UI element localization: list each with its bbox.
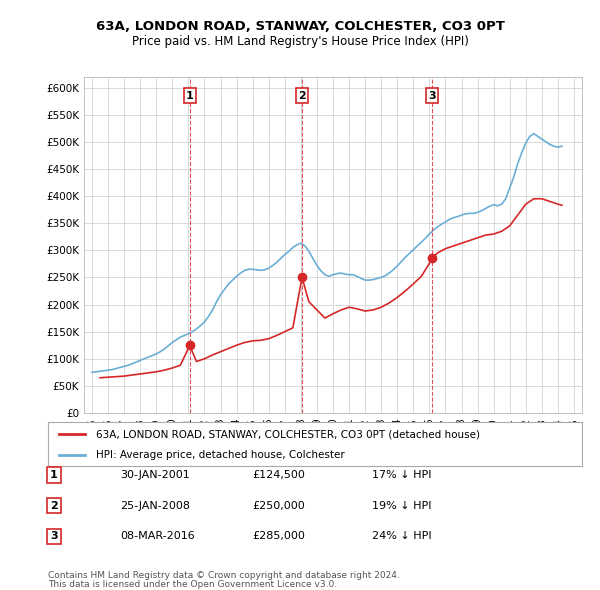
Text: 2: 2 <box>50 501 58 510</box>
Text: Price paid vs. HM Land Registry's House Price Index (HPI): Price paid vs. HM Land Registry's House … <box>131 35 469 48</box>
Text: HPI: Average price, detached house, Colchester: HPI: Average price, detached house, Colc… <box>96 450 345 460</box>
Text: 25-JAN-2008: 25-JAN-2008 <box>120 501 190 510</box>
Text: 63A, LONDON ROAD, STANWAY, COLCHESTER, CO3 0PT (detached house): 63A, LONDON ROAD, STANWAY, COLCHESTER, C… <box>96 430 480 439</box>
Text: 24% ↓ HPI: 24% ↓ HPI <box>372 532 431 541</box>
Text: 2: 2 <box>298 91 306 101</box>
Text: 19% ↓ HPI: 19% ↓ HPI <box>372 501 431 510</box>
Text: 3: 3 <box>428 91 436 101</box>
Text: 1: 1 <box>186 91 194 101</box>
Text: £250,000: £250,000 <box>252 501 305 510</box>
Text: 08-MAR-2016: 08-MAR-2016 <box>120 532 195 541</box>
Text: 17% ↓ HPI: 17% ↓ HPI <box>372 470 431 480</box>
Text: Contains HM Land Registry data © Crown copyright and database right 2024.: Contains HM Land Registry data © Crown c… <box>48 571 400 580</box>
Text: This data is licensed under the Open Government Licence v3.0.: This data is licensed under the Open Gov… <box>48 579 337 589</box>
Text: 30-JAN-2001: 30-JAN-2001 <box>120 470 190 480</box>
Text: 3: 3 <box>50 532 58 541</box>
Text: 1: 1 <box>50 470 58 480</box>
Text: 63A, LONDON ROAD, STANWAY, COLCHESTER, CO3 0PT: 63A, LONDON ROAD, STANWAY, COLCHESTER, C… <box>95 20 505 33</box>
Text: £285,000: £285,000 <box>252 532 305 541</box>
Text: £124,500: £124,500 <box>252 470 305 480</box>
